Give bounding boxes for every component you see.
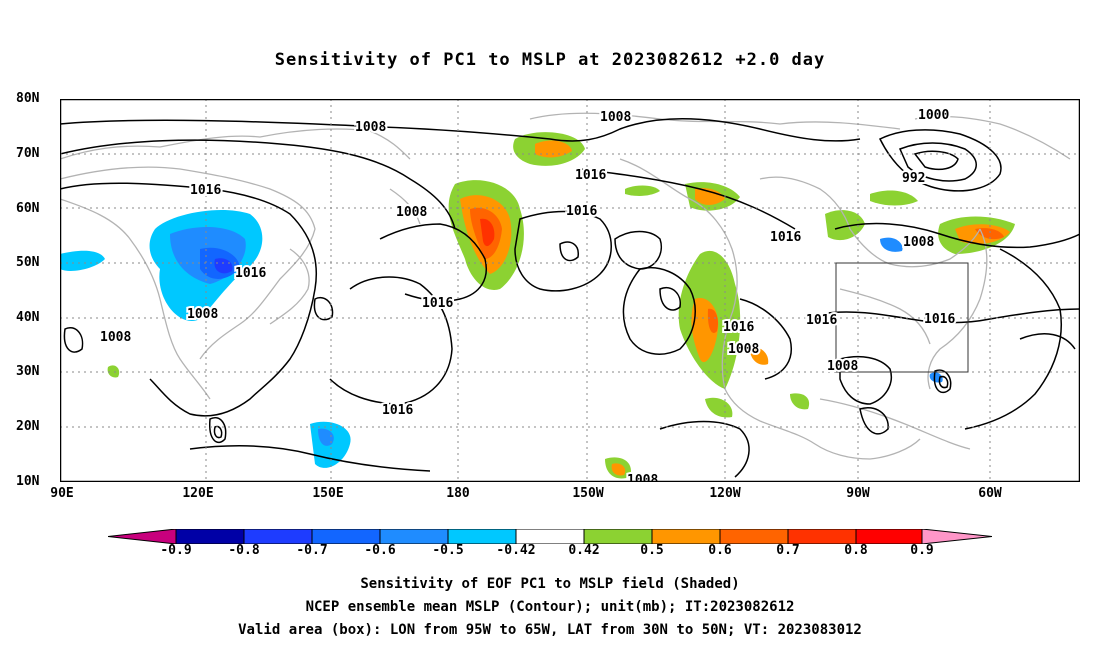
colorbar-label: -0.42 [496,543,536,558]
colorbar [108,529,992,544]
colorbar-cell [311,529,381,544]
contour-label: 1008 [187,307,218,322]
colorbar-label: 0.8 [844,543,868,558]
contour-label: 1008 [627,473,658,482]
contour-label: 1016 [806,313,837,328]
contour-label: 1016 [422,296,453,311]
graticule [60,99,1080,482]
colorbar-cell [583,529,653,544]
lon-label: 120W [709,486,741,501]
lat-label: 10N [16,474,40,489]
valid-area-box [835,262,969,373]
contour-label: 1016 [924,312,955,327]
lat-label: 60N [16,201,40,216]
colorbar-cells [175,529,925,544]
colorbar-label: 0.42 [568,543,600,558]
colorbar-low-tip [108,529,177,544]
lon-label: 180 [446,486,470,501]
contour-label: 1008 [600,110,631,125]
colorbar-cell [855,529,925,544]
mslp-contours [60,118,1080,478]
contour-label: 1008 [355,120,386,135]
lat-label: 20N [16,419,40,434]
colorbar-label: 0.5 [640,543,664,558]
colorbar-label: -0.9 [160,543,192,558]
contour-label: 1008 [396,205,427,220]
caption-valid-area: Valid area (box): LON from 95W to 65W, L… [238,622,862,638]
lat-label: 30N [16,364,40,379]
colorbar-cell [719,529,789,544]
colorbar-cell [379,529,449,544]
colorbar-high-tip [921,529,992,544]
colorbar-label: -0.6 [364,543,396,558]
colorbar-cell [515,529,585,544]
contour-label: 1008 [728,342,759,357]
caption-shaded: Sensitivity of EOF PC1 to MSLP field (Sh… [360,576,740,592]
colorbar-label: -0.7 [296,543,328,558]
contour-label: 1016 [235,266,266,281]
lat-label: 40N [16,310,40,325]
contour-label: 1000 [918,108,949,123]
lat-label: 80N [16,91,40,106]
colorbar-cell [243,529,313,544]
colorbar-label: -0.5 [432,543,464,558]
colorbar-label: 0.7 [776,543,800,558]
contour-label: 1016 [382,403,413,418]
colorbar-cell [651,529,721,544]
colorbar-cell [175,529,245,544]
contour-label: 992 [902,171,925,186]
lon-label: 90E [50,486,74,501]
contour-label: 1008 [903,235,934,250]
contour-label: 1016 [770,230,801,245]
lon-label: 120E [182,486,214,501]
lat-label: 50N [16,255,40,270]
contour-label: 1016 [723,320,754,335]
coastlines [60,112,1071,460]
lon-label: 150E [312,486,344,501]
contour-label: 1016 [575,168,606,183]
contour-label: 1008 [100,330,131,345]
caption-contour: NCEP ensemble mean MSLP (Contour); unit(… [305,599,795,615]
colorbar-label: 0.6 [708,543,732,558]
colorbar-label: 0.9 [910,543,934,558]
lon-label: 60W [978,486,1002,501]
colorbar-cell [787,529,857,544]
lon-label: 90W [846,486,870,501]
sensitivity-map: 1008 1008 1016 1008 1016 1016 1016 1008 … [60,99,1080,482]
lon-label: 150W [572,486,604,501]
contour-label: 1016 [190,183,221,198]
contour-label: 1016 [566,204,597,219]
contour-label: 1008 [827,359,858,374]
lat-label: 70N [16,146,40,161]
colorbar-cell [447,529,517,544]
colorbar-label: -0.8 [228,543,260,558]
map-title: Sensitivity of PC1 to MSLP at 2023082612… [274,50,826,70]
